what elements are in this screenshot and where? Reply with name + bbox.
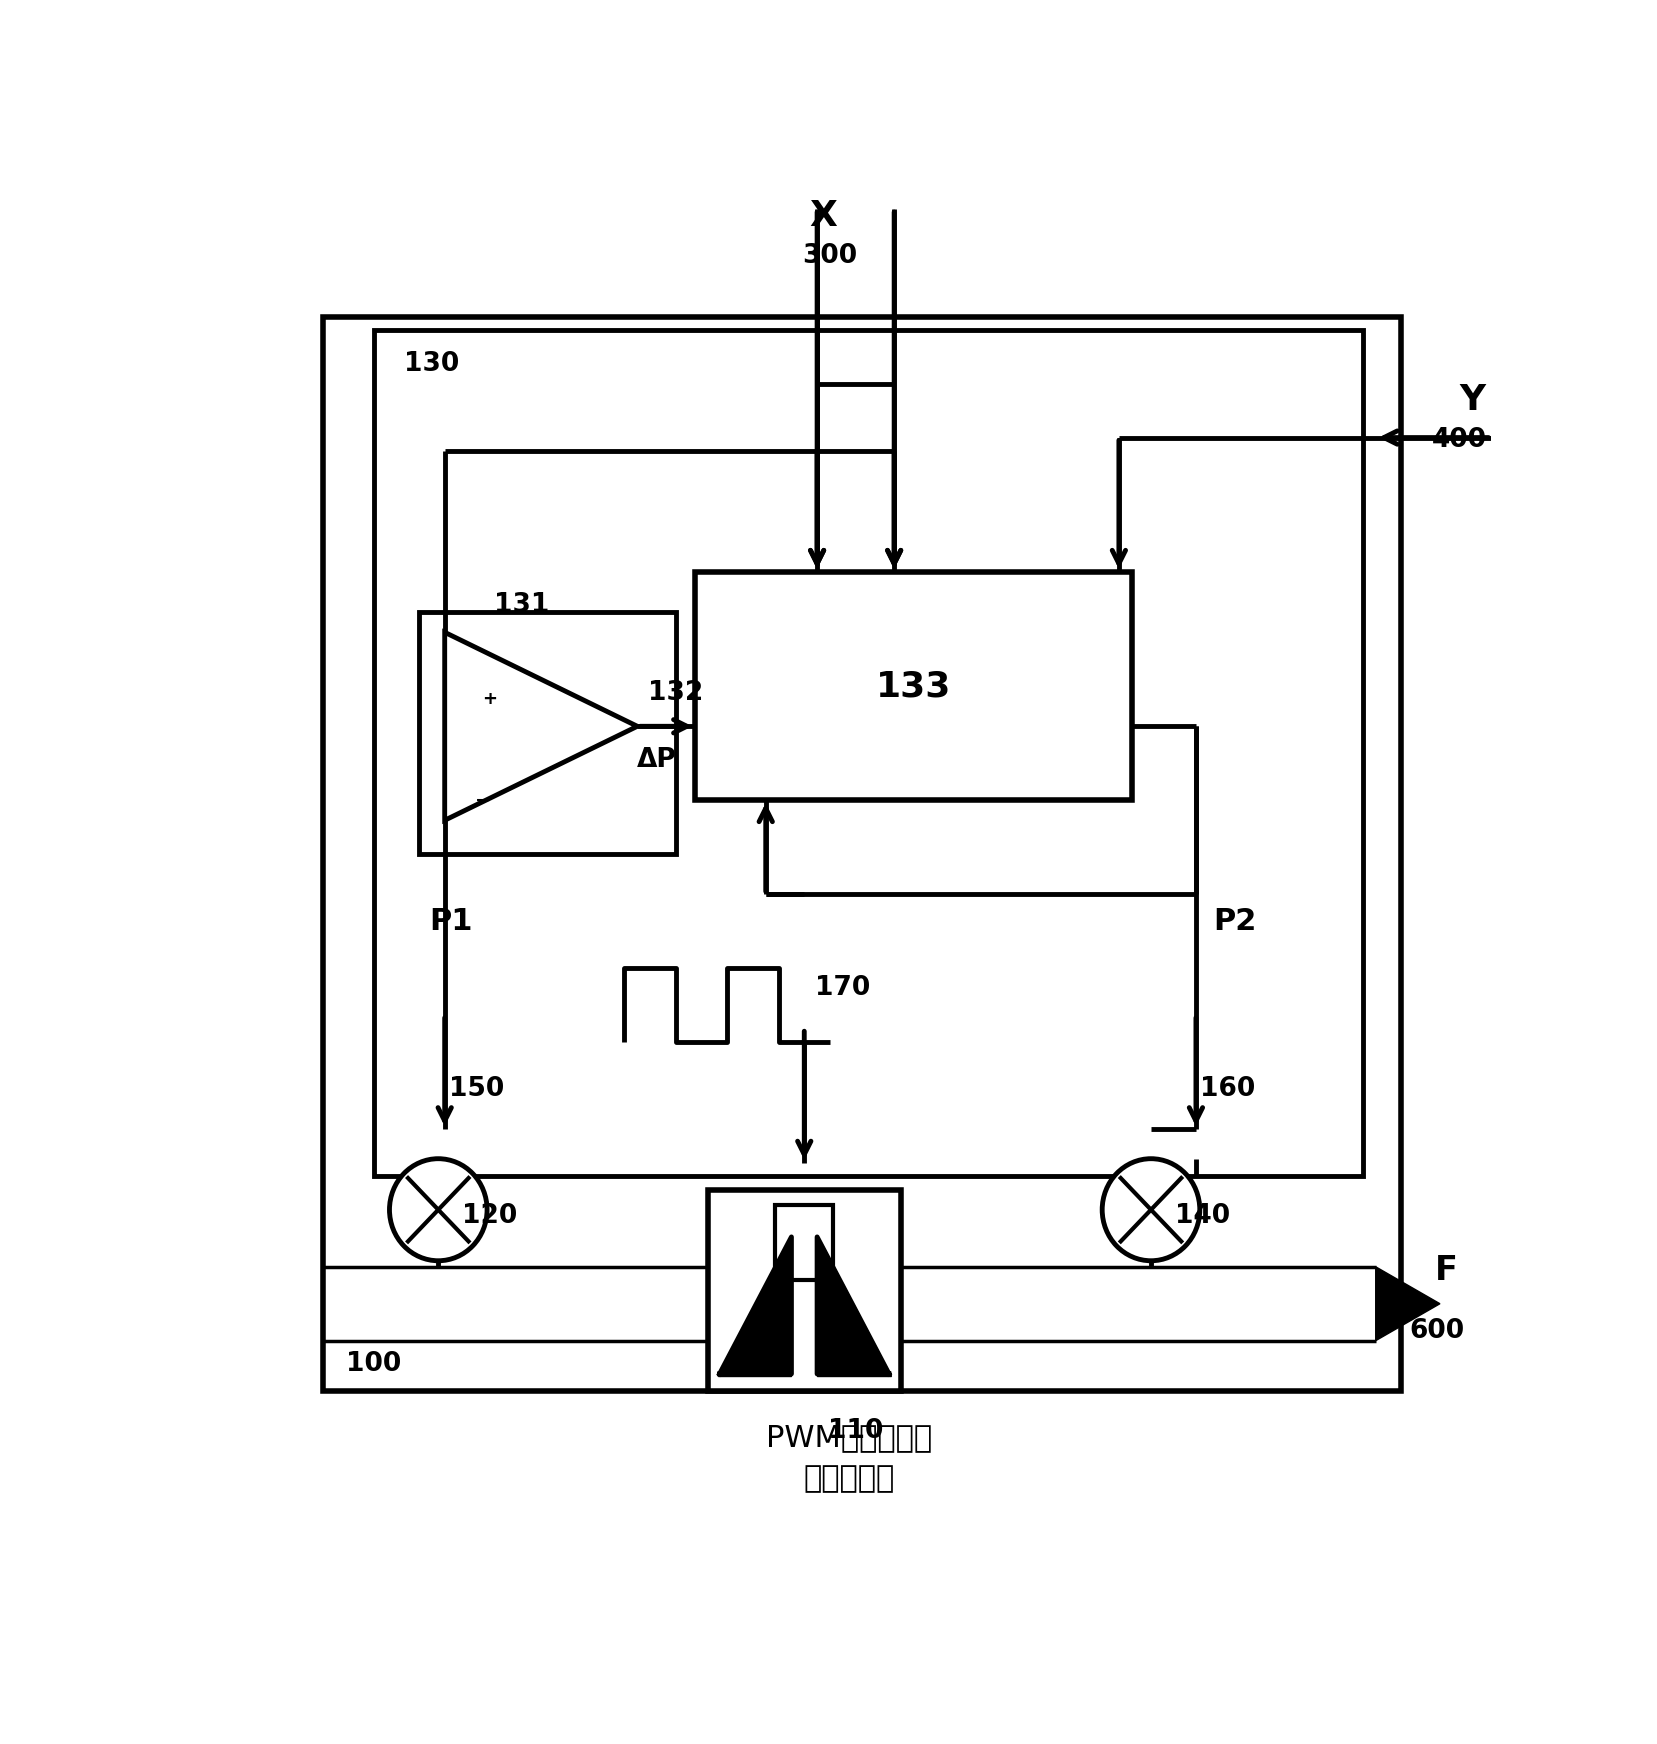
Text: 150: 150 xyxy=(449,1076,504,1102)
Bar xyxy=(374,330,1362,1175)
Text: 131: 131 xyxy=(494,593,550,619)
Text: 140: 140 xyxy=(1175,1203,1229,1230)
Polygon shape xyxy=(1375,1266,1440,1341)
Text: F: F xyxy=(1435,1254,1458,1287)
Text: 400: 400 xyxy=(1432,427,1486,453)
Text: 300: 300 xyxy=(802,242,858,269)
Text: +: + xyxy=(482,691,497,708)
Text: X: X xyxy=(810,199,837,234)
Bar xyxy=(419,612,676,855)
Text: 130: 130 xyxy=(404,351,459,377)
Text: 133: 133 xyxy=(877,670,951,703)
Text: P2: P2 xyxy=(1213,907,1256,935)
Text: P1: P1 xyxy=(429,907,472,935)
Text: 132: 132 xyxy=(648,680,704,706)
Bar xyxy=(323,1266,1375,1341)
Text: Y: Y xyxy=(1460,384,1485,417)
Text: 170: 170 xyxy=(815,975,870,1001)
Circle shape xyxy=(1102,1158,1200,1261)
Bar xyxy=(708,1189,901,1392)
Text: 流量调节器: 流量调节器 xyxy=(804,1463,895,1493)
Text: ΔP: ΔP xyxy=(636,746,676,773)
Polygon shape xyxy=(817,1235,891,1376)
Polygon shape xyxy=(444,633,638,820)
Text: 110: 110 xyxy=(828,1418,883,1444)
Circle shape xyxy=(389,1158,487,1261)
Bar xyxy=(775,1205,833,1280)
Text: 100: 100 xyxy=(346,1352,401,1378)
Text: 160: 160 xyxy=(1200,1076,1256,1102)
Polygon shape xyxy=(717,1235,792,1376)
Text: PWM控制的气体: PWM控制的气体 xyxy=(766,1423,933,1453)
Bar xyxy=(696,572,1132,800)
Text: −: − xyxy=(476,790,492,809)
Bar xyxy=(323,317,1402,1392)
Text: 600: 600 xyxy=(1410,1317,1465,1343)
Text: 120: 120 xyxy=(462,1203,517,1230)
